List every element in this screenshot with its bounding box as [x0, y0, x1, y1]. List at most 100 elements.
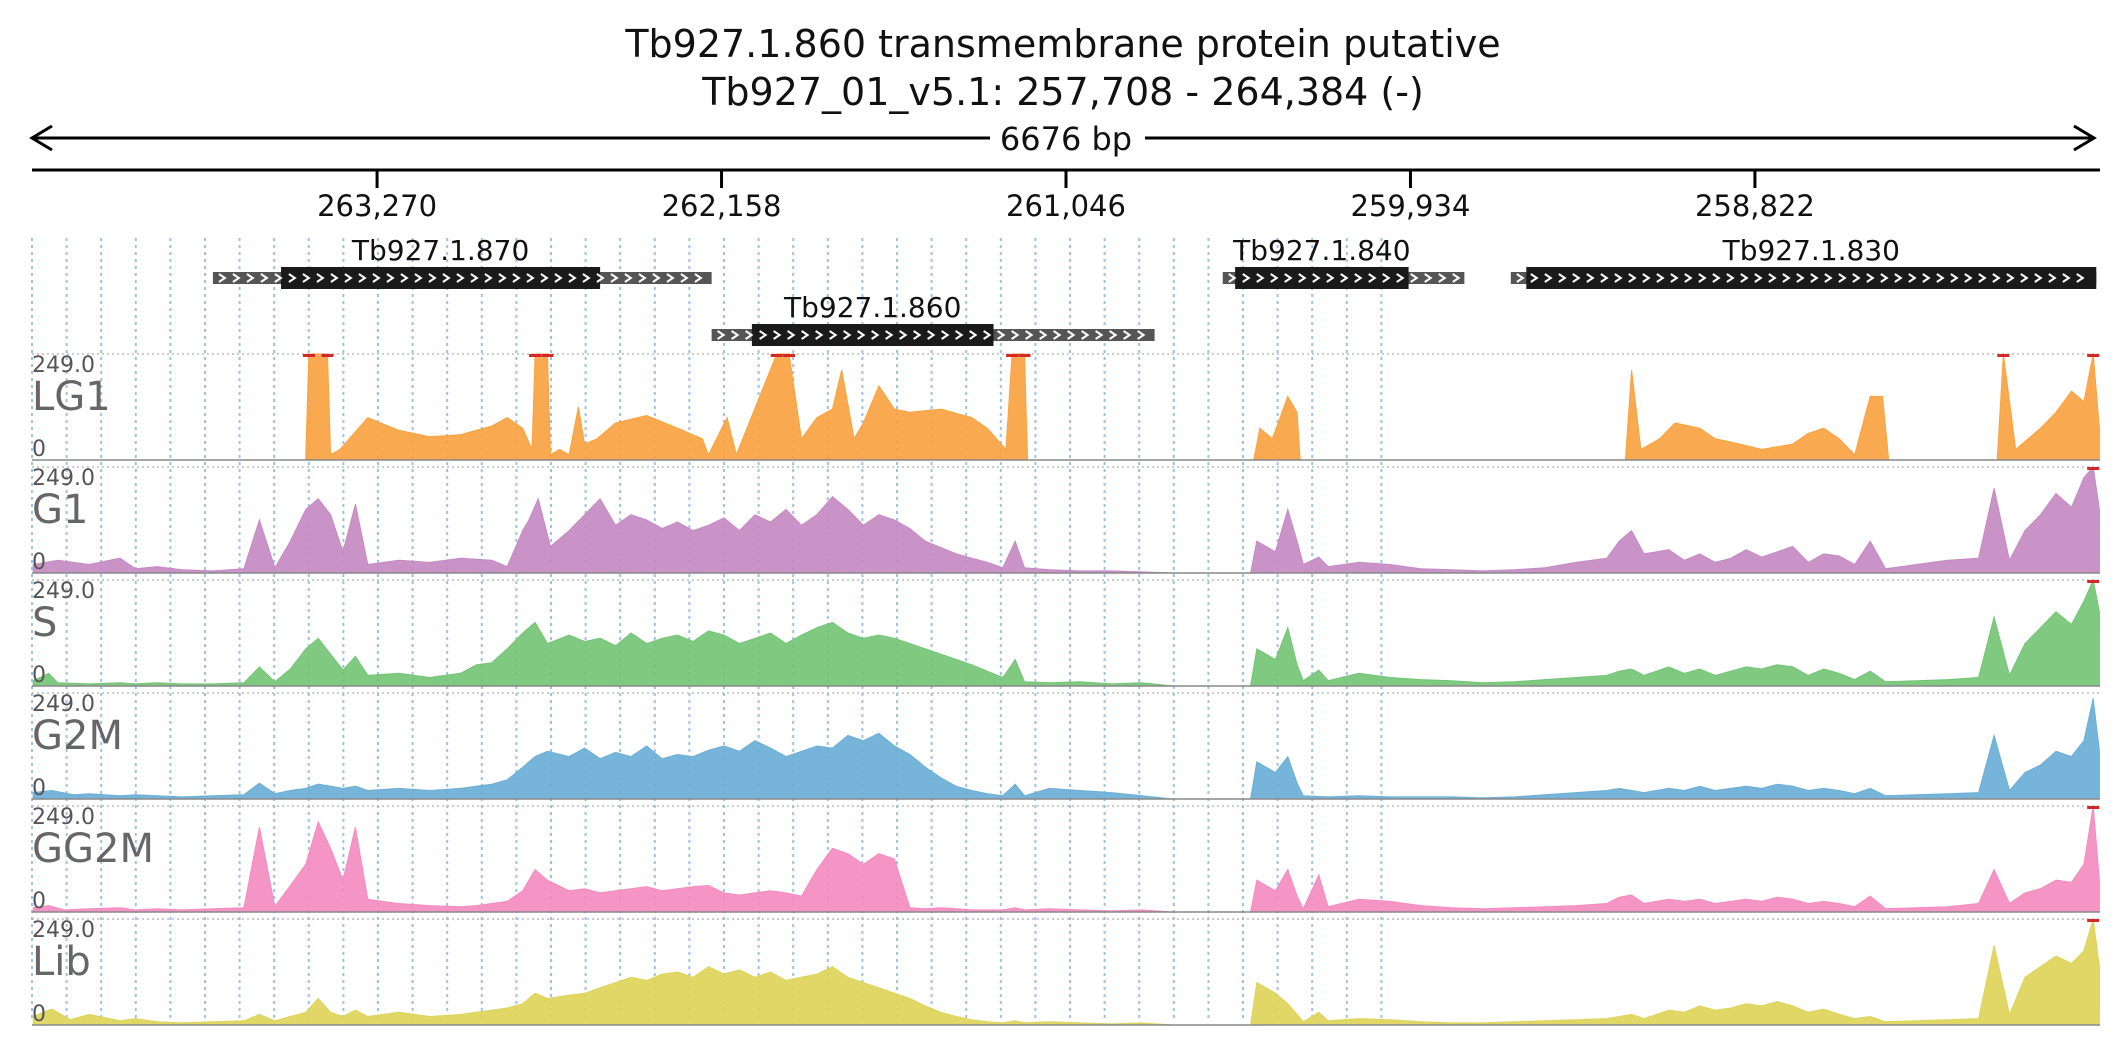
strand-chevron	[1039, 330, 1048, 340]
region-length-arrow: 6676 bp	[29, 120, 2097, 158]
strand-chevron	[1396, 273, 1405, 283]
strand-chevron	[1852, 273, 1861, 283]
coverage-area	[32, 918, 2100, 1026]
strand-chevron	[624, 273, 633, 283]
gene-label: Tb927.1.840	[1232, 234, 1410, 267]
strand-chevron	[442, 273, 451, 283]
strand-chevron	[1656, 273, 1665, 283]
track-max-label: 249.0	[32, 918, 95, 943]
strand-chevron	[1382, 273, 1391, 283]
strand-chevron	[358, 273, 367, 283]
strand-chevron	[582, 273, 591, 283]
clipped-marker	[2087, 919, 2100, 922]
clipped-marker	[783, 354, 796, 357]
gene-cds	[751, 324, 994, 346]
strand-chevron	[801, 330, 810, 340]
gene-models: Tb927.1.870 Tb927.1.860 Tb927.1.840 Tb927.1…	[212, 234, 2097, 346]
track-min-label: 0	[32, 550, 46, 575]
strand-chevron	[1726, 273, 1735, 283]
strand-chevron	[1095, 330, 1104, 340]
gene-cds	[281, 267, 601, 289]
strand-chevron	[1936, 273, 1945, 283]
strand-chevron	[1452, 273, 1461, 283]
gene-label: Tb927.1.830	[1722, 234, 1900, 267]
gene-model: Tb927.1.860	[711, 291, 1155, 346]
strand-chevron	[1284, 273, 1293, 283]
strand-chevron	[540, 273, 549, 283]
strand-chevron	[1368, 273, 1377, 283]
strand-chevron	[512, 273, 521, 283]
track-max-label: 249.0	[32, 353, 95, 378]
strand-chevron	[1782, 273, 1791, 283]
strand-chevron	[484, 273, 493, 283]
coverage-track: 249.0 0 Lib	[32, 918, 2100, 1027]
track-name: G2M	[32, 713, 123, 759]
gene-cds	[1235, 267, 1409, 289]
strand-chevron	[1312, 273, 1321, 283]
strand-chevron	[731, 330, 740, 340]
strand-chevron	[1810, 273, 1819, 283]
strand-chevron	[1438, 273, 1447, 283]
strand-chevron	[1796, 273, 1805, 283]
strand-chevron	[1123, 330, 1132, 340]
strand-chevron	[1109, 330, 1118, 340]
strand-chevron	[1354, 273, 1363, 283]
gene-model: Tb927.1.870	[212, 234, 712, 289]
coordinate-ticks: 263,270 262,158 261,046 259,934 258,822	[317, 170, 1815, 223]
strand-chevron	[232, 273, 241, 283]
chart-subtitle: Tb927_01_v5.1: 257,708 - 264,384 (-)	[702, 70, 1424, 114]
strand-chevron	[1242, 273, 1251, 283]
coverage-track: 249.0 0 LG1	[32, 353, 2100, 462]
strand-chevron	[1908, 273, 1917, 283]
strand-chevron	[1410, 273, 1419, 283]
strand-chevron	[1600, 273, 1609, 283]
strand-chevron	[1866, 273, 1875, 283]
strand-chevron	[1950, 273, 1959, 283]
strand-chevron	[1880, 273, 1889, 283]
track-min-label: 0	[32, 776, 46, 801]
region-arrow-head-left	[29, 124, 53, 152]
strand-chevron	[787, 330, 796, 340]
strand-chevron	[400, 273, 409, 283]
strand-chevron	[899, 330, 908, 340]
clipped-marker	[529, 354, 542, 357]
strand-chevron	[2076, 273, 2085, 283]
track-name: LG1	[32, 374, 111, 420]
gene-cds	[1526, 267, 2097, 289]
strand-chevron	[218, 273, 227, 283]
coverage-area	[305, 353, 2100, 461]
strand-chevron	[414, 273, 423, 283]
coverage-area	[32, 578, 2100, 687]
clipped-marker	[541, 354, 554, 357]
strand-chevron	[913, 330, 922, 340]
strand-chevron	[386, 273, 395, 283]
strand-chevron	[1137, 330, 1146, 340]
strand-chevron	[302, 273, 311, 283]
strand-chevron	[652, 273, 661, 283]
strand-chevron	[1768, 273, 1777, 283]
strand-chevron	[638, 273, 647, 283]
strand-chevron	[1298, 273, 1307, 283]
track-min-label: 0	[32, 889, 46, 914]
strand-chevron	[498, 273, 507, 283]
strand-chevron	[773, 330, 782, 340]
strand-chevron	[1754, 273, 1763, 283]
strand-chevron	[717, 330, 726, 340]
strand-chevron	[1081, 330, 1090, 340]
strand-chevron	[274, 273, 283, 283]
strand-chevron	[927, 330, 936, 340]
region-arrow-head-right	[2073, 124, 2097, 152]
strand-chevron	[1544, 273, 1553, 283]
track-max-label: 249.0	[32, 805, 95, 830]
axis-tick-label: 259,934	[1350, 189, 1470, 223]
clipped-marker	[321, 354, 334, 357]
strand-chevron	[1712, 273, 1721, 283]
strand-chevron	[2020, 273, 2029, 283]
clipped-marker	[1018, 354, 1031, 357]
strand-chevron	[745, 330, 754, 340]
strand-chevron	[1838, 273, 1847, 283]
strand-chevron	[568, 273, 577, 283]
clipped-marker	[2087, 354, 2100, 357]
track-max-label: 249.0	[32, 466, 95, 491]
track-max-label: 249.0	[32, 692, 95, 717]
